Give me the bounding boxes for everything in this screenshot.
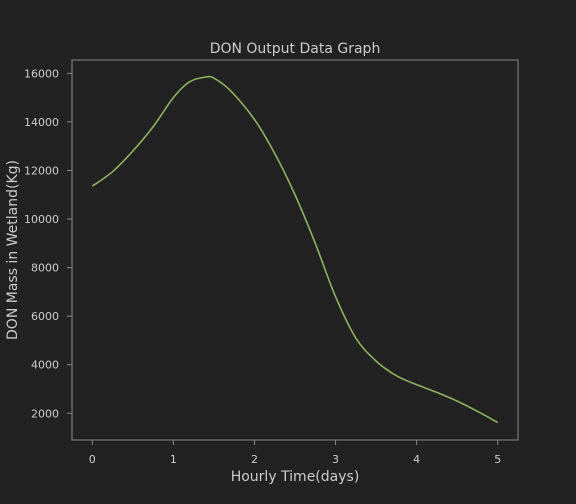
x-axis-label: Hourly Time(days)	[231, 469, 360, 485]
x-tick-label: 0	[89, 453, 96, 466]
y-tick-label: 12000	[24, 164, 59, 177]
chart-title: DON Output Data Graph	[210, 41, 381, 57]
axes-frame	[71, 59, 519, 441]
y-ticks: 2000 4000 6000 8000 10000 12000 14000 16000	[24, 67, 72, 420]
y-axis-label: DON Mass in Wetland(Kg)	[5, 160, 21, 340]
series-line	[91, 75, 499, 424]
y-tick-label: 10000	[24, 213, 59, 226]
y-tick-label: 6000	[31, 310, 59, 323]
x-tick-label: 5	[494, 453, 501, 466]
y-tick-label: 14000	[24, 116, 59, 129]
y-tick-label: 4000	[31, 359, 59, 372]
x-tick-label: 2	[251, 453, 258, 466]
x-tick-label: 4	[413, 453, 420, 466]
y-tick-label: 16000	[24, 67, 59, 80]
x-ticks: 0 1 2 3 4 5	[89, 440, 501, 466]
y-tick-label: 8000	[31, 262, 59, 275]
x-tick-label: 1	[170, 453, 177, 466]
x-tick-label: 3	[332, 453, 339, 466]
y-tick-label: 2000	[31, 407, 59, 420]
